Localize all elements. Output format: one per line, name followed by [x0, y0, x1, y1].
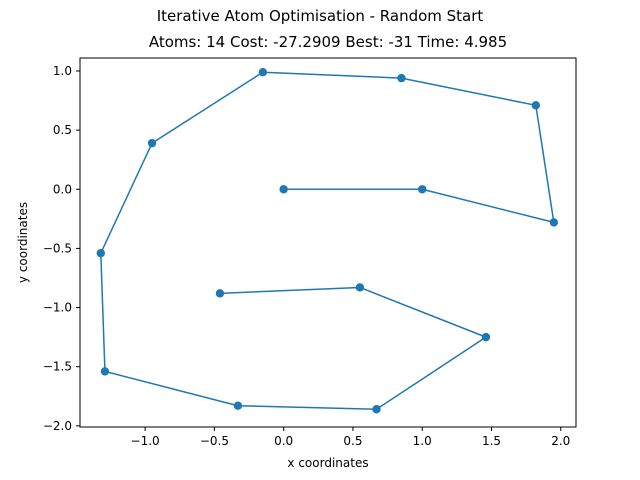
y-tick-label: 0.0: [53, 182, 72, 196]
data-point: [233, 401, 243, 410]
figure-suptitle: Iterative Atom Optimisation - Random Sta…: [156, 7, 484, 25]
y-tick-label: 1.0: [53, 64, 72, 78]
chart-title: Atoms: 14 Cost: -27.2909 Best: -31 Time:…: [148, 33, 508, 51]
series-line: [100, 71, 555, 411]
x-tick-label: 1.0: [413, 434, 432, 448]
x-tick-label: 0.0: [274, 434, 293, 448]
data-point: [549, 218, 559, 227]
y-tick-label: −1.5: [43, 360, 72, 374]
data-point: [100, 367, 110, 376]
plot-area: [96, 67, 559, 414]
x-tick-label: 0.5: [343, 434, 362, 448]
data-point: [531, 101, 541, 110]
data-point: [215, 289, 225, 298]
data-point: [355, 283, 365, 292]
x-tick-label: −1.0: [131, 434, 160, 448]
y-axis-label: y coordinates: [16, 202, 30, 283]
data-point: [372, 405, 381, 414]
data-point: [397, 73, 406, 83]
data-point: [147, 138, 157, 148]
data-point: [258, 67, 268, 77]
x-axis-label: x coordinates: [287, 456, 368, 470]
data-point: [418, 185, 427, 194]
x-tick-label: −0.5: [200, 434, 229, 448]
y-tick-label: 0.5: [53, 123, 72, 137]
data-point: [279, 185, 288, 194]
data-point: [481, 332, 491, 342]
axes-frame: [79, 57, 577, 428]
y-tick-label: −1.0: [43, 301, 72, 315]
x-tick-label: 1.5: [482, 434, 501, 448]
x-tick-label: 2.0: [551, 434, 570, 448]
data-point: [96, 248, 105, 258]
y-tick-label: −2.0: [43, 419, 72, 433]
axis-ticks: −1.0 −0.5 0.0 0.5 1.0 1.5 2.0 1.0 0.5 0.0 −0.5 −1.0…: [43, 64, 570, 448]
y-tick-label: −0.5: [43, 241, 72, 255]
